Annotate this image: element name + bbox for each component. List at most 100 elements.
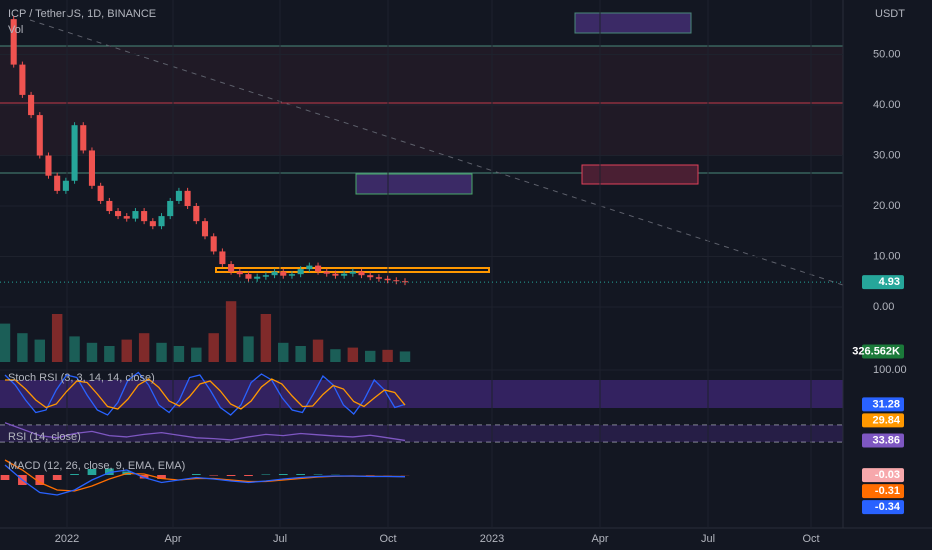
histogram-bar (0, 475, 10, 480)
value-tag-label: 4.93 (879, 276, 900, 288)
x-tick-label: Jul (273, 533, 287, 545)
volume-bar (51, 314, 63, 362)
candle (106, 200, 113, 212)
pane-title: RSI (14, close) (8, 431, 81, 443)
x-tick-label: Oct (379, 533, 396, 545)
candle (315, 265, 322, 272)
candle (88, 150, 95, 186)
volume-bar (86, 342, 98, 362)
volume-bar (138, 333, 150, 362)
value-tag (862, 344, 904, 359)
histogram-bar (313, 474, 323, 475)
value-tag-label: 326.562K (852, 345, 900, 357)
pane-title: MACD (12, 26, close, 9, EMA, EMA) (8, 460, 185, 472)
value-tag-label: 33.86 (872, 434, 900, 446)
histogram-bar (244, 475, 253, 476)
candle (280, 271, 287, 276)
y-tick-label: 40.00 (873, 99, 901, 111)
volume-bar (104, 346, 115, 362)
candle (167, 200, 174, 217)
volume-bar (243, 336, 254, 362)
candle (10, 19, 17, 65)
y-tick-label: 50.00 (873, 48, 901, 60)
pane-title: Stoch RSI (3, 3, 14, 14, close) (8, 372, 155, 384)
y-tick-label: 100.00 (873, 364, 907, 376)
x-tick-label: Jul (701, 533, 715, 545)
volume-bar (382, 349, 393, 362)
value-tag (862, 468, 904, 483)
band (0, 380, 843, 408)
histogram-bar (139, 475, 149, 479)
value-tag (862, 500, 904, 515)
candle (358, 271, 365, 276)
candle (393, 280, 400, 282)
candle (384, 278, 391, 281)
candle (367, 275, 374, 278)
indicator-line (4, 464, 406, 496)
histogram-bar (52, 475, 62, 480)
candle (132, 211, 139, 219)
candle (123, 216, 130, 219)
histogram-bar (209, 475, 219, 476)
x-tick-label: Oct (802, 533, 819, 545)
box (574, 12, 692, 34)
volume-bar (295, 346, 306, 362)
candle (175, 190, 182, 201)
candle (332, 273, 339, 276)
candle (375, 277, 382, 279)
value-tag-label: 29.84 (872, 414, 900, 426)
candle (54, 175, 61, 191)
volume-bar (365, 350, 376, 362)
candle (288, 274, 295, 276)
volume-bar (399, 351, 411, 362)
candle (271, 271, 278, 276)
candle (97, 185, 104, 201)
volume-bar (156, 342, 167, 362)
candle (115, 211, 122, 217)
volume-bar (225, 301, 237, 362)
candle (19, 64, 26, 95)
candle (245, 274, 252, 279)
histogram-bar (261, 474, 271, 475)
value-tag (862, 484, 904, 499)
candle (219, 251, 226, 265)
histogram-bar (296, 474, 305, 475)
candle (80, 125, 87, 151)
candle (45, 155, 52, 176)
candle (36, 115, 43, 156)
histogram-bar (157, 475, 166, 479)
y-tick-label: 20.00 (873, 200, 901, 212)
candle (210, 236, 217, 252)
candle (62, 180, 69, 191)
volume-bar (69, 336, 80, 362)
candle (71, 125, 78, 181)
box (581, 164, 699, 185)
volume-bar (278, 342, 289, 362)
candle (158, 216, 165, 227)
y-tick-label: 30.00 (873, 149, 901, 161)
x-tick-label: Apr (164, 533, 181, 545)
volume-bar (330, 349, 341, 362)
volume-bar (260, 314, 272, 362)
y-tick-label: 0.00 (873, 301, 894, 313)
candle (297, 269, 304, 275)
value-tag-label: -0.31 (875, 485, 900, 497)
volume-bar (347, 347, 359, 362)
box (355, 173, 473, 195)
value-tag (862, 433, 904, 448)
histogram-bar (70, 474, 79, 475)
candle (349, 271, 356, 274)
y-tick-label: 10.00 (873, 250, 901, 262)
candle (306, 265, 313, 270)
candle (201, 221, 209, 237)
value-tag-label: -0.03 (875, 469, 900, 481)
band (0, 425, 843, 442)
histogram-bar (87, 469, 97, 475)
candle (28, 94, 35, 116)
volume-bar (34, 339, 45, 362)
volume-bar (312, 339, 324, 362)
histogram-bar (226, 475, 236, 476)
volume-bar (173, 346, 185, 362)
